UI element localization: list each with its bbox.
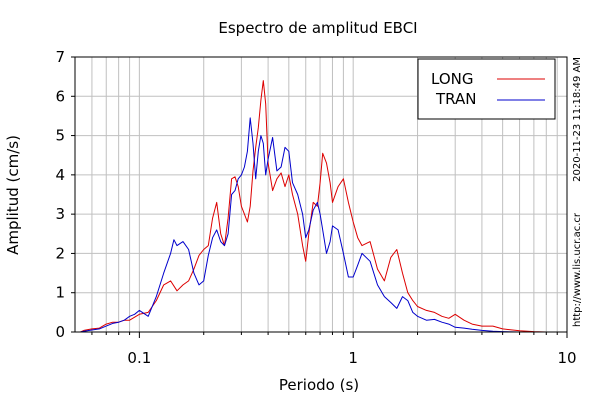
x-axis-label: Periodo (s)	[279, 376, 359, 394]
y-tick-label: 1	[55, 284, 65, 302]
timestamp-text: 2020-11-23 11:18:49 AM	[572, 57, 583, 182]
legend-label-tran: TRAN	[435, 90, 476, 108]
x-tick-label: 10	[557, 349, 576, 367]
source-url-text: http://www.lis.ucr.ac.cr	[572, 212, 583, 327]
y-tick-label: 0	[55, 323, 65, 341]
plot-frame	[74, 56, 568, 333]
y-tick-label: 5	[55, 127, 65, 145]
x-tick-label: 0.1	[127, 349, 151, 367]
y-axis-label: Amplitud (cm/s)	[4, 135, 22, 255]
y-tick-label: 6	[55, 87, 65, 105]
axis-ticks: 0 1 2 3 4 5 6 7 0.1 1 10	[55, 48, 576, 367]
y-tick-label: 3	[55, 205, 65, 223]
y-tick-label: 7	[55, 48, 65, 66]
series-line-tran	[80, 117, 567, 333]
y-tick-label: 4	[55, 166, 65, 184]
y-tick-label: 2	[55, 244, 65, 262]
grid-lines	[75, 57, 567, 332]
legend-box	[417, 58, 556, 120]
series-line-long	[80, 80, 567, 333]
x-tick-label: 1	[348, 349, 358, 367]
chart-title: Espectro de amplitud EBCI	[218, 19, 417, 37]
legend-label-long: LONG	[431, 70, 473, 88]
series-group	[80, 80, 567, 333]
legend: LONG TRAN	[417, 58, 556, 120]
